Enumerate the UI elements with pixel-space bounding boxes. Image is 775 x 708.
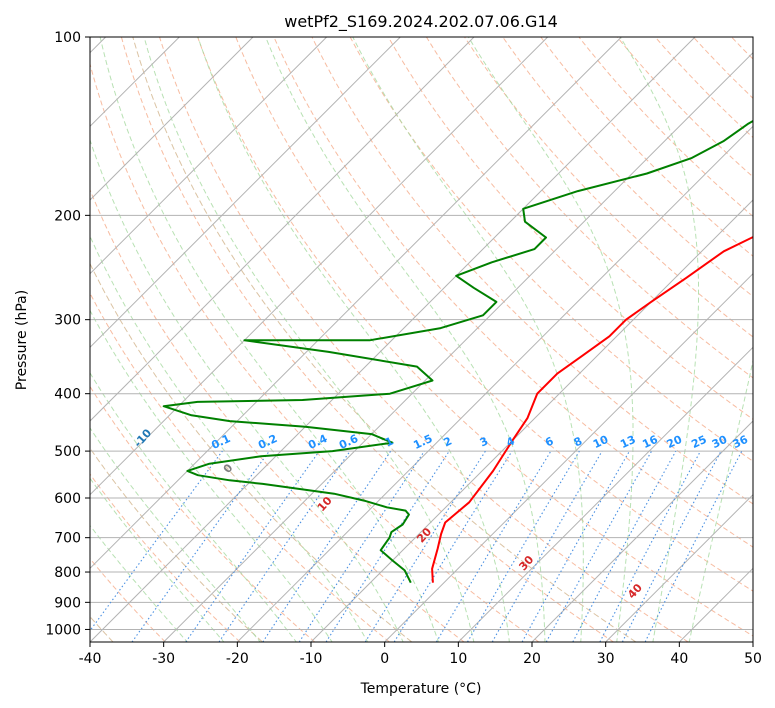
x-tick-label: -40 bbox=[79, 651, 102, 667]
dry-adiabat bbox=[425, 37, 753, 379]
isotherm bbox=[90, 37, 696, 642]
y-tick-label: 100 bbox=[54, 30, 81, 46]
moist-adiabat bbox=[90, 235, 369, 642]
x-tick-label: 0 bbox=[380, 651, 389, 667]
x-tick-label: -10 bbox=[300, 651, 323, 667]
dry-adiabat bbox=[90, 62, 540, 642]
dry-adiabat bbox=[197, 37, 753, 637]
mixing-ratio-line bbox=[90, 450, 223, 632]
dry-adiabat bbox=[90, 473, 241, 642]
plot-frame bbox=[89, 36, 754, 643]
isotherm bbox=[90, 37, 328, 275]
x-tick-label: 30 bbox=[597, 651, 615, 667]
x-tick-label: 50 bbox=[744, 651, 762, 667]
x-tick-label: 10 bbox=[449, 651, 467, 667]
y-tick-label: 800 bbox=[54, 565, 81, 581]
y-axis-label: Pressure (hPa) bbox=[14, 290, 30, 390]
mixing-ratio-label: 16 bbox=[640, 433, 660, 451]
y-tick-label: 900 bbox=[54, 595, 81, 611]
y-tick-label: 400 bbox=[54, 387, 81, 403]
mixing-ratio-line bbox=[644, 450, 743, 642]
y-tick-label: 700 bbox=[54, 531, 81, 547]
x-tick-label: -30 bbox=[152, 651, 175, 667]
isotherm bbox=[236, 125, 753, 642]
isotherm bbox=[384, 272, 753, 642]
y-tick-label: 300 bbox=[54, 313, 81, 329]
mixing-ratio-line bbox=[298, 450, 425, 642]
moist-adiabat bbox=[90, 138, 404, 642]
y-tick-label: 1000 bbox=[45, 622, 81, 638]
moist-adiabat bbox=[90, 427, 261, 642]
mixing-ratio-label: 10 bbox=[591, 433, 611, 451]
isotherm bbox=[310, 199, 753, 642]
dry-adiabat bbox=[235, 37, 753, 592]
mixing-ratio-label: 13 bbox=[618, 433, 637, 451]
moist-adiabat bbox=[99, 37, 440, 642]
isotherm bbox=[531, 420, 753, 642]
reference-adiabat bbox=[90, 262, 413, 642]
series-layer bbox=[162, 119, 753, 584]
moist-adiabat bbox=[619, 37, 699, 642]
dry-adiabat bbox=[90, 557, 166, 642]
dry-adiabat bbox=[159, 37, 689, 642]
label-layer: 0.10.20.40.611.52346810131620253036-100-… bbox=[131, 426, 751, 601]
temperature-line bbox=[431, 235, 753, 583]
isotherm bbox=[90, 37, 254, 201]
dry-adiabat bbox=[90, 292, 390, 642]
mixing-ratio-label: 36 bbox=[731, 433, 751, 451]
moist-adiabat bbox=[265, 37, 546, 642]
mixing-ratio-line bbox=[572, 450, 677, 642]
mixing-ratio-line bbox=[545, 450, 653, 642]
x-tick-label: -20 bbox=[226, 651, 249, 667]
dewpoint-line bbox=[162, 119, 753, 584]
mixing-ratio-line bbox=[218, 450, 351, 642]
dry-adiabat bbox=[349, 37, 753, 462]
mixing-ratio-label: 30 bbox=[710, 433, 730, 451]
isotherm bbox=[90, 37, 401, 349]
y-tick-label: 600 bbox=[54, 491, 81, 507]
isotherm bbox=[163, 51, 753, 642]
moist-adiabat bbox=[467, 37, 634, 642]
isotherm bbox=[605, 493, 753, 642]
moist-adiabat bbox=[688, 358, 753, 642]
mixing-ratio-line bbox=[131, 450, 270, 642]
isotherm bbox=[457, 346, 753, 642]
reference-adiabat bbox=[90, 447, 263, 642]
moist-adiabat bbox=[197, 37, 510, 642]
x-tick-label: 40 bbox=[670, 651, 688, 667]
mixing-ratio-label: 20 bbox=[665, 433, 685, 451]
moist-adiabat bbox=[90, 309, 333, 642]
grid-layer bbox=[90, 37, 753, 642]
x-tick-label: 20 bbox=[523, 651, 541, 667]
y-axis: 100 200 300 400 500 600 700 800 900 1000 bbox=[45, 30, 90, 638]
dry-adiabat bbox=[120, 37, 614, 642]
moist-adiabat bbox=[143, 37, 475, 642]
isotherm bbox=[90, 37, 475, 422]
y-tick-label: 200 bbox=[54, 208, 81, 224]
x-axis-label: Temperature (°C) bbox=[360, 681, 482, 697]
x-axis: -40 -30 -20 -10 0 10 20 30 40 50 bbox=[79, 642, 762, 667]
chart-title: wetPf2_S169.2024.202.07.06.G14 bbox=[284, 12, 558, 32]
y-tick-label: 500 bbox=[54, 444, 81, 460]
dry-adiabat bbox=[90, 385, 316, 642]
mixing-ratio-line bbox=[521, 450, 630, 642]
mixing-ratio-line bbox=[325, 450, 450, 642]
mixing-ratio-line bbox=[185, 450, 320, 642]
dry-adiabat bbox=[464, 37, 753, 338]
dry-adiabat bbox=[273, 37, 753, 548]
mixing-ratio-line bbox=[393, 450, 513, 642]
mixing-ratio-label: 25 bbox=[689, 433, 708, 451]
mixing-ratio-line bbox=[262, 450, 392, 642]
